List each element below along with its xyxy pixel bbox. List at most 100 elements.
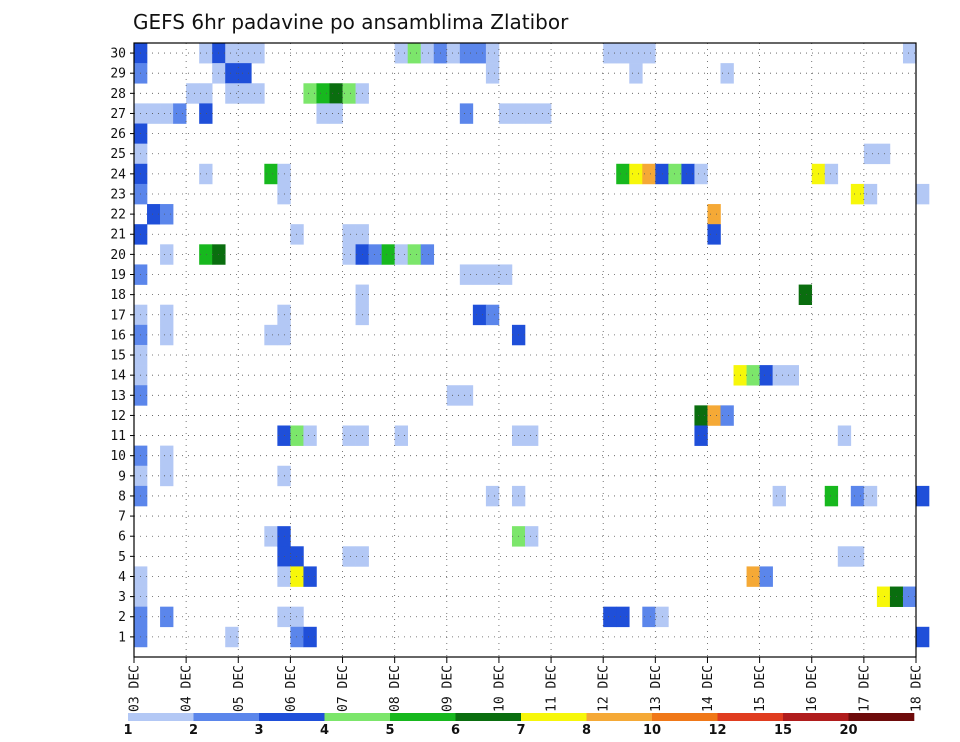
y-tick-label: 29 <box>110 67 126 82</box>
heatmap-cell <box>850 485 865 507</box>
heatmap-cell <box>251 43 265 64</box>
y-tick-label: 17 <box>110 308 126 323</box>
heatmap-cell <box>655 606 669 628</box>
y-tick-label: 18 <box>110 288 126 303</box>
colorbar-label: 12 <box>708 723 726 738</box>
x-axis-ticks: 03 DEC 04 DEC 05 DEC 06 DEC 07 DEC 08 DEC 09 D… <box>128 657 925 712</box>
heatmap-cell <box>707 204 721 225</box>
x-tick-label: 17 DEC <box>857 665 872 712</box>
heatmap-cell <box>303 626 317 648</box>
colorbar-swatch <box>193 713 260 721</box>
x-tick-label: 11 DEC <box>545 665 560 712</box>
y-tick-label: 13 <box>110 389 126 404</box>
heatmap-cells <box>134 43 930 648</box>
heatmap-cell <box>264 526 278 547</box>
heatmap-cell <box>785 365 799 386</box>
heatmap-cell <box>746 566 760 587</box>
colorbar: 1 2 3 4 5 6 7 8 10 12 15 20 <box>123 713 915 738</box>
heatmap-cell <box>160 244 174 265</box>
heatmap-cell <box>459 385 474 406</box>
heatmap-cell <box>525 526 539 547</box>
heatmap-cell <box>642 163 656 185</box>
heatmap-cell <box>394 425 408 446</box>
y-tick-label: 9 <box>118 469 126 484</box>
y-tick-label: 12 <box>110 409 126 424</box>
colorbar-swatch <box>717 713 784 721</box>
heatmap-cell <box>485 264 500 285</box>
heatmap-cell <box>160 304 174 326</box>
heatmap-cell <box>394 244 408 265</box>
heatmap-cell <box>485 63 500 84</box>
heatmap-cell <box>225 83 239 104</box>
heatmap-cell <box>694 405 708 426</box>
heatmap-cell <box>316 83 330 104</box>
y-tick-label: 1 <box>118 630 126 645</box>
heatmap-cell <box>863 143 878 165</box>
x-tick-label: 14 DEC <box>701 665 716 712</box>
heatmap-cell <box>290 626 304 648</box>
heatmap-cell <box>850 183 865 205</box>
heatmap-cell <box>407 43 422 64</box>
colorbar-label: 1 <box>123 723 132 738</box>
x-tick-label: 15 DEC <box>753 665 768 712</box>
y-tick-label: 8 <box>118 489 126 504</box>
heatmap-cell <box>772 485 786 507</box>
y-tick-label: 2 <box>118 610 126 625</box>
y-tick-label: 20 <box>110 248 126 263</box>
heatmap-cell <box>863 485 878 507</box>
heatmap-cell <box>642 606 656 628</box>
heatmap-cell <box>342 425 356 446</box>
heatmap-cell <box>342 546 356 567</box>
y-tick-label: 6 <box>118 530 126 545</box>
y-tick-label: 28 <box>110 87 126 102</box>
heatmap-cell <box>446 385 461 406</box>
heatmap-cell <box>290 546 304 567</box>
heatmap-cell <box>264 163 278 185</box>
colorbar-swatch <box>128 713 194 721</box>
heatmap-cell <box>655 163 669 185</box>
colorbar-label: 4 <box>320 723 329 738</box>
heatmap-cell <box>525 103 539 124</box>
y-tick-label: 11 <box>110 429 126 444</box>
colorbar-swatch <box>521 713 587 721</box>
y-axis-ticks: 1234567891011121314151617181920212223242… <box>110 47 134 645</box>
y-tick-label: 3 <box>118 590 126 605</box>
heatmap-cell <box>160 465 174 487</box>
heatmap-cell <box>459 103 474 124</box>
colorbar-label: 10 <box>643 723 661 738</box>
heatmap-cell <box>173 103 187 124</box>
y-tick-label: 30 <box>110 47 126 62</box>
heatmap-cell <box>303 425 317 446</box>
heatmap-cell <box>485 304 500 326</box>
heatmap-cell <box>238 83 252 104</box>
heatmap-cell <box>290 425 304 446</box>
heatmap-cell <box>472 264 487 285</box>
heatmap-cell <box>342 83 356 104</box>
heatmap-cell <box>876 586 891 607</box>
colorbar-label: 5 <box>385 723 394 738</box>
heatmap-cell <box>199 163 213 185</box>
heatmap-cell <box>160 606 174 628</box>
x-tick-label: 13 DEC <box>649 665 664 712</box>
heatmap-cell <box>303 566 317 587</box>
heatmap-cell <box>863 183 878 205</box>
heatmap-cell <box>446 43 461 64</box>
heatmap-cell <box>238 43 252 64</box>
heatmap-cell <box>290 566 304 587</box>
y-tick-label: 22 <box>110 208 126 223</box>
x-tick-label: 06 DEC <box>284 665 299 712</box>
heatmap-cell <box>147 204 161 225</box>
y-tick-label: 24 <box>110 167 126 182</box>
heatmap-cell <box>498 103 513 124</box>
heatmap-cell <box>485 43 500 64</box>
heatmap-cell <box>238 63 252 84</box>
heatmap-cell <box>459 43 474 64</box>
heatmap-cell <box>720 405 734 426</box>
x-tick-label: 03 DEC <box>128 665 143 712</box>
heatmap-cell <box>902 43 917 64</box>
heatmap-cell <box>837 546 852 567</box>
heatmap-cell <box>824 163 839 185</box>
x-tick-label: 09 DEC <box>440 665 455 712</box>
heatmap-cell <box>824 485 839 507</box>
